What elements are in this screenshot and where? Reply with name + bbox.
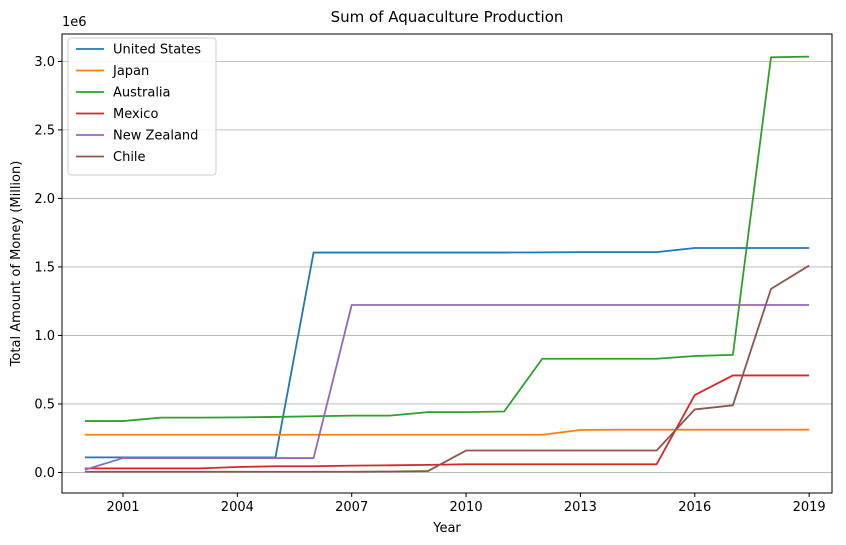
y-tick-label: 0.0 (34, 466, 55, 481)
x-axis-ticks: 2001 2004 2007 2010 2013 2016 2019 (106, 493, 826, 515)
legend-label: Mexico (113, 107, 158, 122)
y-axis-offset-label: 1e6 (62, 15, 87, 30)
y-tick-label: 2.5 (34, 123, 55, 138)
series-line-australia (84, 55, 810, 422)
y-tick-label: 1.0 (34, 329, 55, 344)
series-line-united-states (84, 247, 810, 459)
plot-frame (61, 33, 833, 494)
y-tick-label: 2.0 (34, 192, 55, 207)
legend-label: New Zealand (113, 129, 198, 144)
x-tick-label: 2019 (793, 500, 826, 515)
x-tick-label: 2007 (335, 500, 368, 515)
series-line-japan (84, 428, 810, 436)
legend-label: Australia (113, 86, 171, 101)
x-tick-label: 2016 (678, 500, 711, 515)
y-tick-label: 0.5 (34, 397, 55, 412)
legend-label: Japan (112, 64, 149, 79)
legend-frame (67, 37, 217, 176)
legend-label: Chile (113, 150, 146, 165)
legend: United States Japan Australia Mexico New Zea… (67, 37, 217, 176)
legend-label: United States (113, 43, 201, 58)
x-tick-label: 2013 (564, 500, 597, 515)
y-axis-title: Total Amount of Money (Million) (9, 161, 24, 368)
y-tick-label: 3.0 (34, 55, 55, 70)
y-tick-label: 1.5 (34, 260, 55, 275)
y-axis-ticks: 0.0 0.5 1.0 1.5 2.0 2.5 3.0 (34, 55, 62, 481)
series-line-new-zealand (84, 304, 810, 471)
chart-title: Sum of Aquaculture Production (331, 8, 564, 26)
x-tick-label: 2010 (450, 500, 483, 515)
series-lines (84, 55, 810, 473)
x-tick-label: 2004 (221, 500, 254, 515)
x-axis-title: Year (432, 521, 461, 536)
series-line-chile (84, 264, 810, 473)
series-line-mexico (84, 374, 810, 470)
x-tick-label: 2001 (106, 500, 139, 515)
